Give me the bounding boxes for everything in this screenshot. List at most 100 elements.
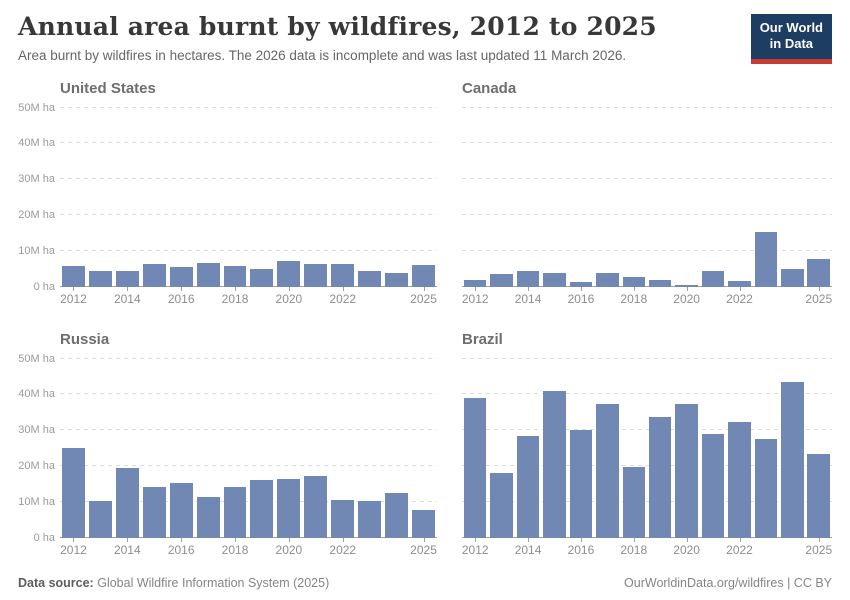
bar-united-states-2018[interactable] bbox=[223, 266, 247, 287]
bar-russia-2012[interactable] bbox=[62, 447, 85, 538]
bar-russia-2019[interactable] bbox=[250, 479, 274, 538]
bar-united-states-2015[interactable] bbox=[142, 263, 166, 287]
gridline-10Mha bbox=[462, 500, 832, 502]
bar-slot-2023 bbox=[356, 359, 383, 538]
bar-united-states-2023[interactable] bbox=[358, 271, 382, 287]
bar-canada-2025[interactable] bbox=[807, 259, 830, 287]
bar-brazil-2014[interactable] bbox=[516, 436, 540, 538]
bar-brazil-2023[interactable] bbox=[754, 439, 778, 538]
bar-brazil-2024[interactable] bbox=[781, 381, 804, 538]
bar-slot-2013 bbox=[87, 359, 114, 538]
bar-united-states-2019[interactable] bbox=[250, 268, 274, 287]
bar-canada-2024[interactable] bbox=[781, 268, 804, 287]
bar-canada-2015[interactable] bbox=[543, 273, 566, 287]
x-tick-label-2012: 2012 bbox=[461, 291, 489, 306]
x-tick-label-2014: 2014 bbox=[514, 542, 542, 557]
bar-united-states-2022[interactable] bbox=[331, 264, 355, 287]
bar-brazil-2025[interactable] bbox=[807, 454, 830, 538]
y-tick-label-40Mha: 40M ha bbox=[18, 388, 55, 401]
bars-canada bbox=[462, 108, 832, 287]
x-tick-label-2016: 2016 bbox=[167, 291, 195, 306]
bar-canada-2020[interactable] bbox=[675, 285, 698, 287]
bar-canada-2013[interactable] bbox=[490, 273, 513, 287]
bar-brazil-2021[interactable] bbox=[701, 433, 725, 538]
bar-brazil-2020[interactable] bbox=[675, 404, 698, 538]
owid-logo[interactable]: Our World in Data bbox=[750, 14, 832, 64]
bar-slot-2023 bbox=[753, 108, 779, 287]
bar-slot-2018 bbox=[222, 108, 249, 287]
bar-brazil-2017[interactable] bbox=[596, 403, 619, 538]
bar-canada-2017[interactable] bbox=[596, 272, 619, 287]
bar-slot-2015 bbox=[141, 359, 168, 538]
bar-canada-2014[interactable] bbox=[516, 271, 540, 287]
x-axis-canada: 2012 2014 2016 2018 2020 2022 2025 bbox=[461, 286, 832, 309]
bar-russia-2016[interactable] bbox=[169, 483, 193, 538]
x-axis-spacer bbox=[18, 287, 60, 288]
gridline-40Mha bbox=[60, 393, 437, 395]
bar-slot-2025 bbox=[805, 108, 831, 287]
x-axis-line bbox=[60, 536, 437, 538]
bar-brazil-2012[interactable] bbox=[463, 397, 487, 538]
bar-canada-2021[interactable] bbox=[701, 271, 725, 287]
bar-slot-2015 bbox=[141, 108, 168, 287]
y-axis-labels: 0 ha 10M ha 20M ha 30M ha 40M ha 50M ha bbox=[18, 102, 60, 293]
x-tick-label-2016: 2016 bbox=[167, 542, 195, 557]
bar-slot-2012 bbox=[462, 359, 488, 538]
x-tick-mark-2022 bbox=[739, 286, 741, 291]
gridline-10Mha bbox=[60, 249, 437, 251]
bar-slot-2020 bbox=[673, 359, 699, 538]
bar-brazil-2015[interactable] bbox=[543, 390, 566, 538]
bar-russia-2015[interactable] bbox=[142, 487, 166, 538]
bar-slot-2016 bbox=[168, 108, 195, 287]
bar-brazil-2013[interactable] bbox=[490, 473, 513, 538]
bar-russia-2018[interactable] bbox=[223, 487, 247, 538]
bar-slot-2024 bbox=[383, 359, 410, 538]
bar-russia-2025[interactable] bbox=[412, 509, 435, 538]
bar-russia-2020[interactable] bbox=[277, 479, 301, 538]
bar-slot-2013 bbox=[488, 359, 514, 538]
bar-slot-2022 bbox=[726, 108, 752, 287]
owid-link[interactable]: OurWorldinData.org/wildfires bbox=[624, 575, 784, 590]
x-tick-mark-2020 bbox=[288, 537, 290, 542]
x-axis-line bbox=[60, 285, 437, 287]
bar-slot-2017 bbox=[195, 359, 222, 538]
bar-slot-2016 bbox=[568, 359, 594, 538]
chart-title-canada: Canada bbox=[462, 79, 517, 97]
bar-russia-2021[interactable] bbox=[304, 475, 328, 538]
bar-united-states-2025[interactable] bbox=[412, 265, 435, 287]
bar-united-states-2012[interactable] bbox=[62, 266, 85, 287]
bar-russia-2022[interactable] bbox=[331, 499, 355, 538]
x-tick-mark-2020 bbox=[686, 286, 688, 291]
bar-united-states-2017[interactable] bbox=[196, 262, 220, 287]
bar-united-states-2013[interactable] bbox=[88, 270, 112, 287]
bar-canada-2018[interactable] bbox=[622, 277, 645, 287]
x-tick-label-2020: 2020 bbox=[673, 542, 700, 557]
x-tick-label-2018: 2018 bbox=[620, 542, 648, 557]
x-tick-label-2012: 2012 bbox=[60, 291, 87, 306]
bar-united-states-2021[interactable] bbox=[304, 263, 328, 287]
bar-russia-2024[interactable] bbox=[385, 493, 408, 538]
bar-russia-2013[interactable] bbox=[88, 500, 112, 538]
bars-brazil bbox=[462, 359, 832, 538]
bar-russia-2014[interactable] bbox=[115, 467, 139, 538]
gridline-40Mha bbox=[462, 393, 832, 395]
chart-brazil: Brazil 2012 2014 2016 2018 2020 2022 2025 bbox=[462, 331, 832, 560]
bar-united-states-2016[interactable] bbox=[169, 266, 193, 287]
bar-brazil-2019[interactable] bbox=[648, 417, 672, 538]
bar-united-states-2014[interactable] bbox=[115, 270, 139, 287]
bar-united-states-2020[interactable] bbox=[277, 261, 301, 287]
bar-canada-2022[interactable] bbox=[728, 281, 751, 287]
bar-brazil-2018[interactable] bbox=[622, 466, 645, 538]
bar-brazil-2016[interactable] bbox=[569, 430, 593, 538]
bar-canada-2012[interactable] bbox=[463, 280, 487, 287]
bar-united-states-2024[interactable] bbox=[385, 272, 408, 287]
bar-canada-2016[interactable] bbox=[569, 281, 593, 287]
bar-russia-2017[interactable] bbox=[196, 497, 220, 538]
bar-canada-2019[interactable] bbox=[648, 280, 672, 287]
bar-russia-2023[interactable] bbox=[358, 500, 382, 538]
x-tick-label-2012: 2012 bbox=[60, 542, 87, 557]
x-tick-label-2018: 2018 bbox=[620, 291, 648, 306]
bar-canada-2023[interactable] bbox=[754, 232, 778, 287]
bar-slot-2025 bbox=[410, 359, 437, 538]
bar-brazil-2022[interactable] bbox=[728, 421, 751, 538]
